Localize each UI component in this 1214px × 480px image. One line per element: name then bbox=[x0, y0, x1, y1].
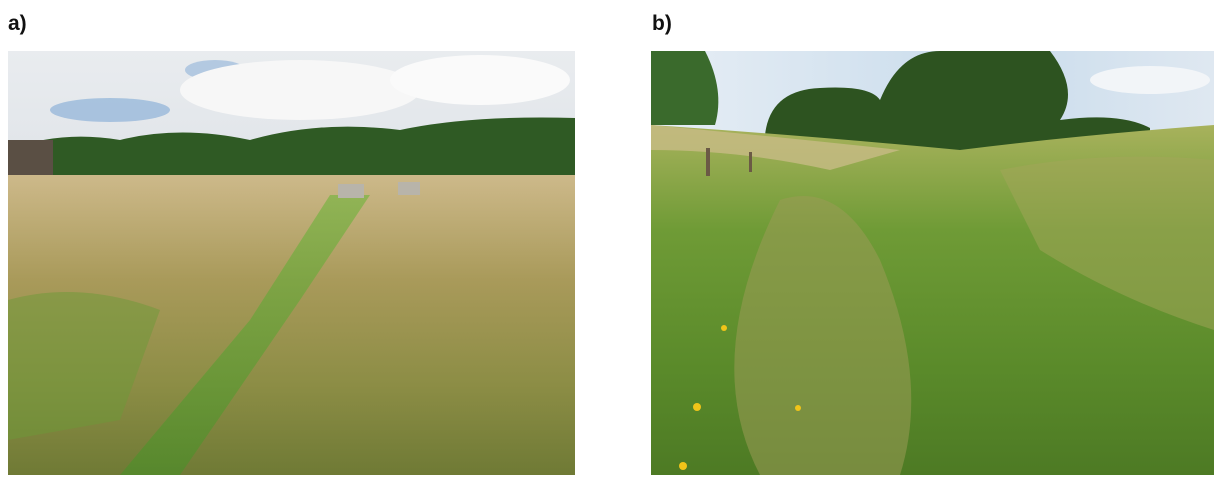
cloud bbox=[180, 60, 420, 120]
flower bbox=[693, 403, 701, 411]
cloud bbox=[390, 55, 570, 105]
flower bbox=[721, 325, 727, 331]
fence-post bbox=[706, 148, 710, 176]
flower bbox=[679, 462, 687, 470]
cloud bbox=[1090, 66, 1210, 94]
sky-patch bbox=[50, 98, 170, 122]
post bbox=[398, 182, 420, 195]
photo-b bbox=[651, 51, 1214, 475]
fence-post bbox=[749, 152, 752, 172]
figure: a) b) bbox=[0, 0, 1214, 475]
tree bbox=[651, 51, 718, 125]
panel-label: a) bbox=[8, 12, 27, 35]
flower bbox=[795, 405, 801, 411]
post bbox=[338, 184, 364, 198]
panel-label: b) bbox=[652, 12, 672, 35]
photo-a bbox=[8, 51, 575, 475]
page: a) b) (() => { const data = JSON.parse(d… bbox=[0, 0, 1214, 475]
